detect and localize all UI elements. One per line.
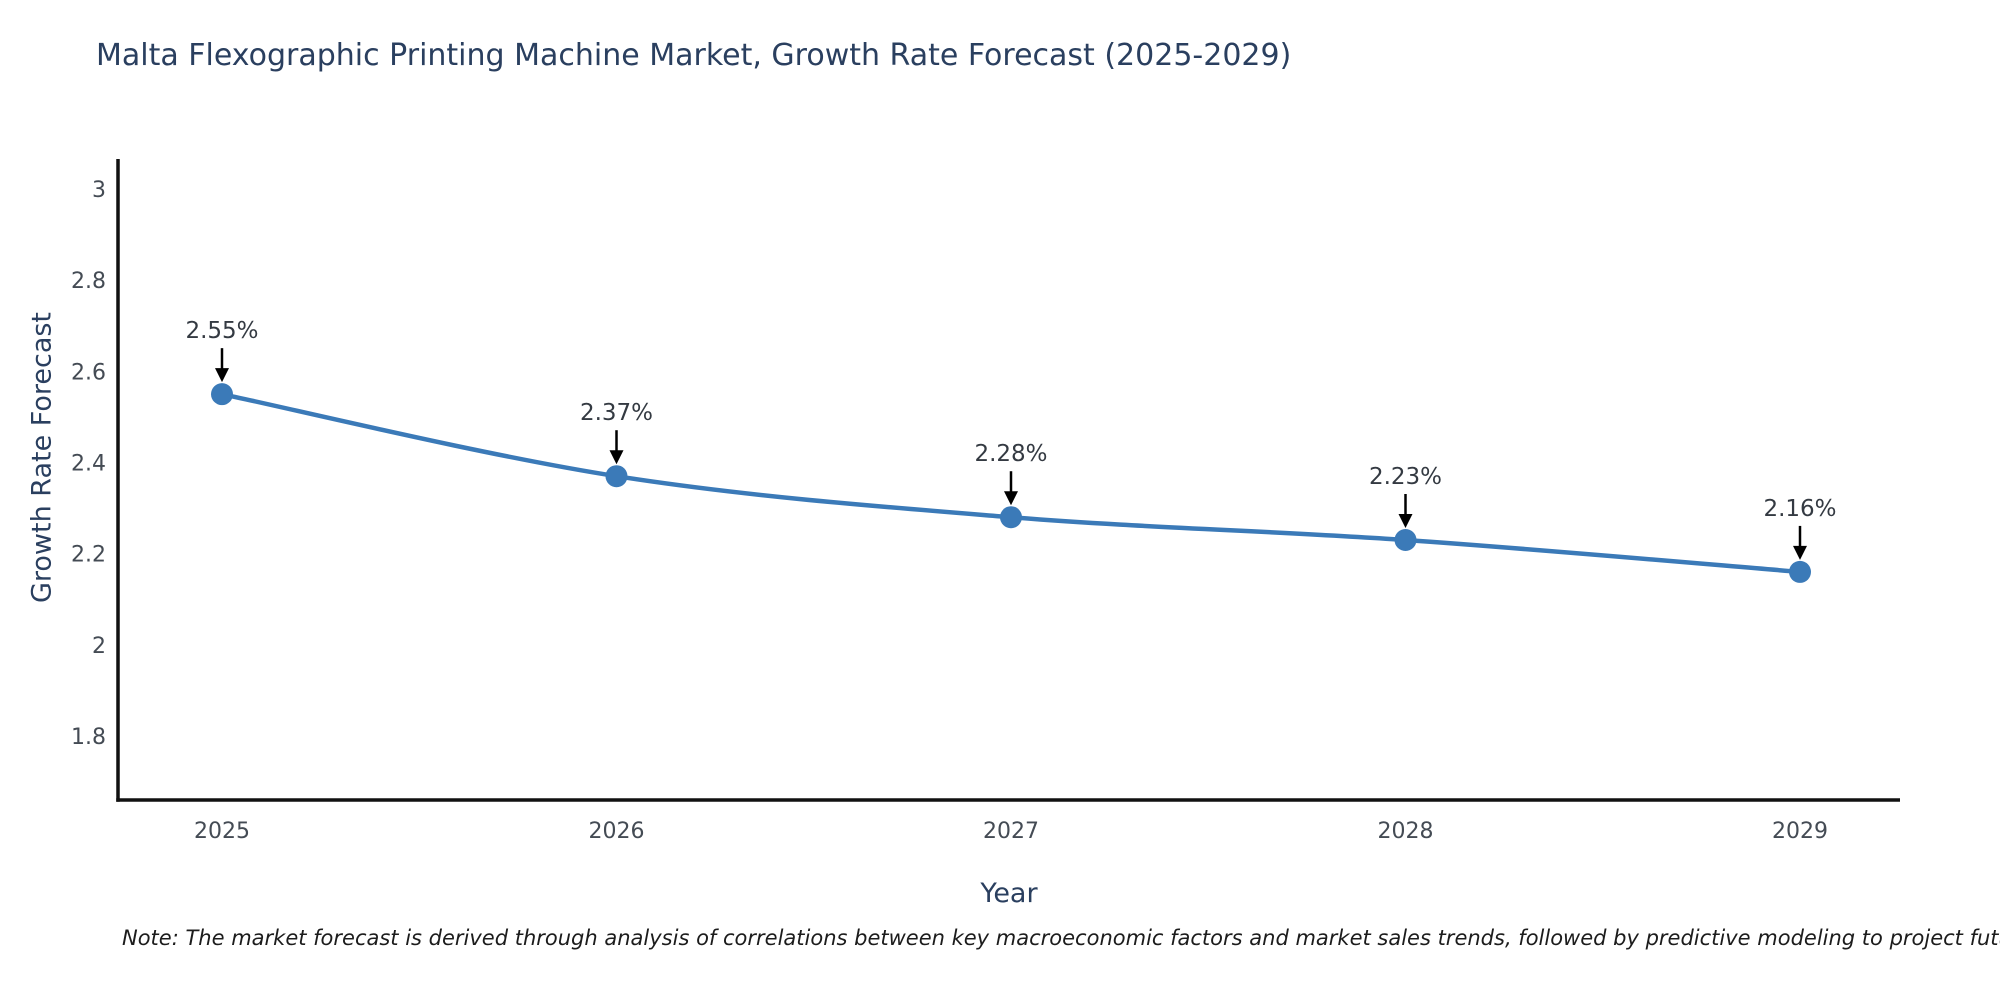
annotation-arrow-head xyxy=(1004,491,1018,506)
data-point-label: 2.23% xyxy=(1369,464,1442,490)
y-tick-label: 2.2 xyxy=(71,543,106,568)
x-tick-label: 2028 xyxy=(1378,819,1434,844)
annotation-arrow-head xyxy=(215,368,229,383)
y-tick-label: 2.6 xyxy=(71,360,106,385)
annotation-arrow-head xyxy=(1398,514,1413,529)
x-tick-label: 2025 xyxy=(194,819,250,844)
data-point-marker xyxy=(211,383,233,406)
x-axis-title: Year xyxy=(980,878,1038,909)
data-point-marker xyxy=(605,465,628,488)
data-point-label: 2.37% xyxy=(580,400,653,426)
annotation-arrow-head xyxy=(1793,545,1807,560)
x-tick-label: 2029 xyxy=(1772,819,1828,844)
y-tick-label: 2 xyxy=(92,634,106,659)
y-tick-label: 3 xyxy=(92,178,106,203)
annotation-arrow-head xyxy=(609,450,624,465)
data-point-marker xyxy=(1394,529,1417,552)
chart-note: Note: The market forecast is derived thr… xyxy=(122,926,2000,950)
data-point-marker xyxy=(1789,560,1811,583)
x-tick-label: 2027 xyxy=(983,819,1039,844)
data-point-label: 2.55% xyxy=(185,318,258,344)
chart-title: Malta Flexographic Printing Machine Mark… xyxy=(96,38,1292,73)
y-axis-title: Growth Rate Forecast xyxy=(26,311,58,604)
data-point-label: 2.28% xyxy=(974,441,1047,467)
y-tick-label: 1.8 xyxy=(71,725,106,750)
data-point-label: 2.16% xyxy=(1763,496,1836,522)
y-tick-label: 2.8 xyxy=(71,269,106,294)
data-point-marker xyxy=(1000,506,1022,529)
x-tick-label: 2026 xyxy=(589,819,645,844)
y-tick-label: 2.4 xyxy=(71,452,106,477)
